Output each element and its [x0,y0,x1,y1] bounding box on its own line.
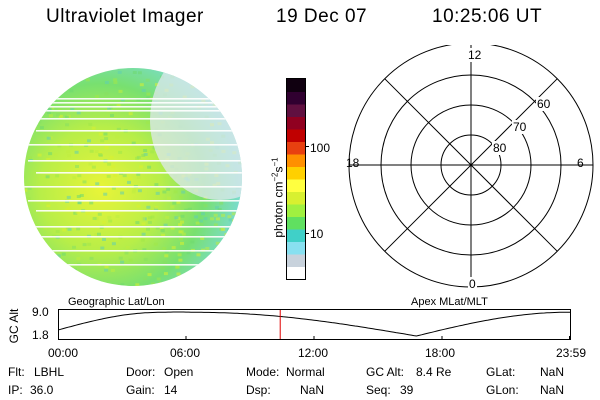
right-caption: Apex MLat/MLT [411,296,488,308]
status-ip-value: 36.0 [30,383,54,397]
alt-axis-label: GC Alt [7,308,21,344]
colorbar-tick-mark [305,233,309,234]
status-gcalt-label: GC Alt: [366,365,405,379]
polar-plot [348,45,594,288]
status-glon-value: NaN [540,383,565,397]
polar-ring-label-80: 80 [492,141,508,155]
status-flt-label: Flt: [8,365,25,379]
alt-x-tick-1800: 18:00 [425,346,456,360]
alt-x-tick-1200: 12:00 [298,346,329,360]
alt-y-tick-low: 1.8 [32,328,49,342]
status-dsp-label: Dsp: [246,383,271,397]
left-caption: Geographic Lat/Lon [68,296,165,308]
colorbar-tick-mark [305,146,309,147]
color-bar [286,78,306,280]
time-label: 10:25:06 UT [432,6,543,27]
polar-label-0: 0 [468,277,477,291]
status-mode-label: Mode: [246,365,280,379]
colorbar-tick-10: 10 [310,227,324,241]
status-seq-value: 39 [400,383,414,397]
status-ip-label: IP: [8,383,23,397]
alt-y-tick-high: 9.0 [32,305,49,319]
status-flt-value: LBHL [34,365,65,379]
status-glon-label: GLon: [486,383,519,397]
polar-label-12: 12 [467,48,483,62]
app-title: Ultraviolet Imager [46,6,204,27]
status-dsp-value: NaN [300,383,325,397]
polar-label-6: 6 [577,156,584,170]
polar-ring-label-70: 70 [512,120,528,134]
status-door-value: Open [164,365,194,379]
polar-ring-label-60: 60 [536,97,552,111]
date-label: 19 Dec 07 [276,6,368,27]
alt-x-tick-0600: 06:00 [170,346,201,360]
status-glat-label: GLat: [486,365,516,379]
colorbar-tick-100: 100 [310,141,331,155]
uv-image [24,68,242,286]
alt-x-tick-0000: 00:00 [48,346,79,360]
status-gain-label: Gain: [126,383,155,397]
polar-label-18: 18 [346,156,360,170]
status-seq-label: Seq: [366,383,391,397]
colorbar-unit-label: photon cm−2s−1 [270,157,286,238]
alt-x-tick-2359: 23:59 [556,346,587,360]
status-door-label: Door: [126,365,156,379]
status-gcalt-value: 8.4 Re [416,365,452,379]
altitude-strip [58,309,571,340]
status-gain-value: 14 [164,383,178,397]
status-mode-value: Normal [286,365,325,379]
status-glat-value: NaN [540,365,565,379]
